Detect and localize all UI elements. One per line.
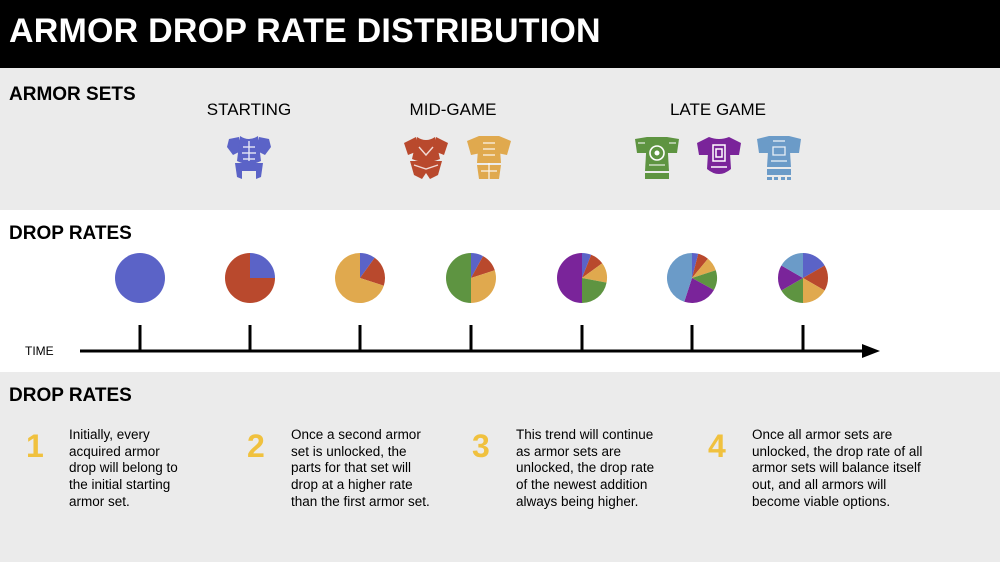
pie-slice <box>666 253 692 302</box>
drop-rate-pie-6 <box>666 253 718 304</box>
time-axis-arrow <box>862 344 880 358</box>
title-bar: ARMOR DROP RATE DISTRIBUTION <box>0 0 1000 68</box>
pie-slice <box>692 253 708 278</box>
purple-armor-icon <box>697 137 741 174</box>
step-1-line: armor set. <box>69 493 130 509</box>
pie-slice <box>692 253 699 278</box>
pie-slice <box>360 253 375 278</box>
step-3-line: of the newest addition <box>516 477 648 493</box>
step-4-text: Once all armor sets are unlocked, the dr… <box>752 427 922 511</box>
time-label: TIME <box>25 344 54 358</box>
step-4-line: unlocked, the drop rate of all <box>752 443 923 459</box>
step-1-line: the initial starting <box>69 477 171 493</box>
step-3-line: always being higher. <box>516 493 639 509</box>
explanation-heading: DROP RATES <box>9 385 132 406</box>
pie-slice <box>684 278 714 304</box>
page-title: ARMOR DROP RATE DISTRIBUTION <box>9 12 601 50</box>
pie-slice <box>471 270 497 303</box>
drop-rate-pie-5 <box>557 253 608 303</box>
drop-rate-pie-3 <box>335 253 386 303</box>
stage-label-starting: STARTING <box>206 100 292 119</box>
step-1-number: 1 <box>26 428 44 464</box>
step-3-text: This trend will continue as armor sets a… <box>516 427 654 511</box>
step-1-line: Initially, every <box>69 427 150 442</box>
pie-slice <box>471 256 495 278</box>
pie-slice <box>582 263 608 283</box>
step-4-number: 4 <box>708 428 726 464</box>
pie-slice <box>582 278 607 303</box>
pie-slice <box>115 253 165 303</box>
step-2-line: set is unlocked, the <box>291 443 407 459</box>
pie-slice <box>803 278 825 303</box>
step-3-line: as armor sets are <box>516 443 622 459</box>
pie-slice <box>335 253 384 303</box>
step-2-line: than the first armor set. <box>291 493 430 509</box>
lightblue-armor-icon <box>757 136 801 180</box>
step-2-number: 2 <box>247 428 265 464</box>
pie-slice <box>557 253 582 303</box>
step-4-line: become viable options. <box>752 493 891 509</box>
step-1-line: drop will belong to <box>69 460 178 476</box>
step-1-line: acquired armor <box>69 443 160 459</box>
pie-slice <box>781 253 803 278</box>
step-3-number: 3 <box>472 428 490 464</box>
drop-rate-pie-4 <box>446 253 497 303</box>
pie-slice <box>803 265 828 291</box>
pie-slice <box>803 253 825 278</box>
drop-rates-section <box>0 210 1000 372</box>
pie-slice <box>225 253 275 303</box>
step-3-line: This trend will continue <box>516 427 654 442</box>
pie-slice <box>778 265 803 291</box>
pie-slice <box>250 253 275 278</box>
red-armor-icon <box>404 137 448 179</box>
step-2-line: Once a second armor <box>291 427 421 442</box>
pie-slice <box>360 257 386 286</box>
explanation-section <box>0 372 1000 562</box>
step-2-text: Once a second armor set is unlocked, the… <box>291 427 430 511</box>
step-3-line: unlocked, the drop rate <box>516 460 655 476</box>
step-2-line: drop at a higher rate <box>291 477 413 493</box>
step-1-text: Initially, every acquired armor drop wil… <box>69 427 178 511</box>
drop-rate-pie-7 <box>778 253 828 303</box>
drop-rate-pie-1 <box>115 253 165 303</box>
stage-label-late-game: LATE GAME <box>669 100 767 119</box>
step-4-line: armor sets will balance itself <box>752 460 921 476</box>
stage-label-mid-game: MID-GAME <box>409 100 497 119</box>
pie-slice <box>692 258 716 278</box>
step-4-line: Once all armor sets are <box>752 427 893 442</box>
pie-slice <box>582 253 592 278</box>
step-4-line: out, and all armors will <box>752 477 887 493</box>
step-2-line: parts for that set will <box>291 460 412 476</box>
blue-armor-icon <box>227 136 271 179</box>
pie-slice <box>471 253 484 278</box>
armor-sets-heading: ARMOR SETS <box>9 84 136 105</box>
pie-slice <box>781 278 803 303</box>
green-armor-icon <box>635 137 679 179</box>
drop-rate-timeline <box>80 253 880 358</box>
orange-armor-icon <box>467 136 511 179</box>
drop-rate-pie-2 <box>225 253 275 303</box>
pie-slice <box>692 270 718 291</box>
pie-slice <box>446 253 471 303</box>
pie-slice <box>582 254 603 278</box>
drop-rates-heading: DROP RATES <box>9 223 132 244</box>
